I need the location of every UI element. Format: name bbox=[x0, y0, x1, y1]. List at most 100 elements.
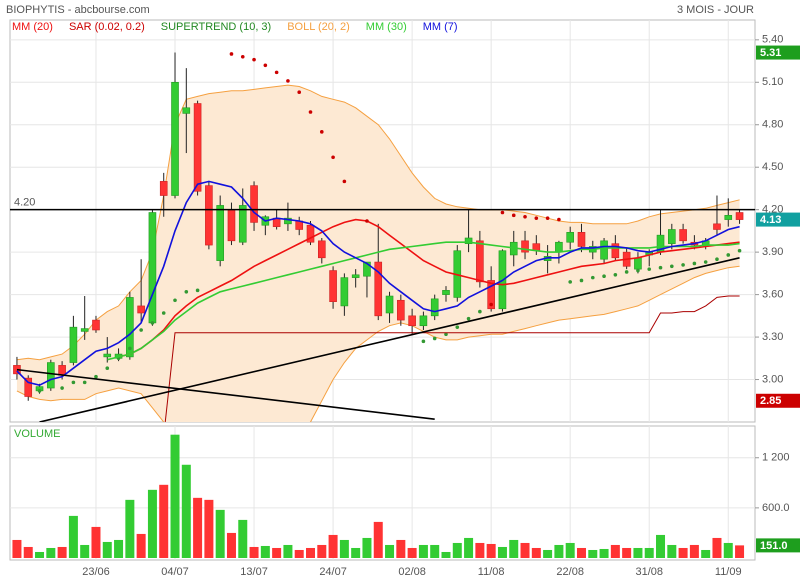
volume-bar bbox=[114, 539, 124, 558]
volume-bar bbox=[170, 434, 180, 558]
axes: 3.00 3.30 3.60 3.90 4.20 4.50 4.80 5.10 5.40 600.… bbox=[12, 21, 800, 578]
volume-bar bbox=[272, 547, 282, 558]
volume-bar bbox=[531, 547, 541, 558]
candle-body bbox=[103, 353, 112, 358]
candle-body bbox=[634, 257, 642, 270]
legend-entry: MM (30) bbox=[366, 21, 407, 33]
volume-bar bbox=[46, 547, 56, 558]
x-tick-label: 23/06 bbox=[82, 566, 110, 578]
candle-body bbox=[47, 362, 55, 389]
volume-bar bbox=[452, 542, 462, 558]
candle-body bbox=[137, 305, 145, 314]
sar-dot bbox=[545, 216, 550, 220]
chart-title: BIOPHYTIS - abcbourse.com bbox=[6, 4, 150, 16]
candle-body bbox=[284, 217, 292, 225]
legend-entry: SAR (0.02, 0.2) bbox=[69, 21, 145, 33]
volume-bar bbox=[407, 547, 417, 558]
sar-dot bbox=[94, 374, 98, 379]
volume-bar bbox=[23, 546, 33, 558]
volume-bar bbox=[328, 534, 338, 558]
sar-dot bbox=[184, 289, 189, 294]
candle-body bbox=[317, 240, 326, 259]
candle-body bbox=[216, 205, 224, 261]
price-marker bbox=[756, 393, 800, 408]
sar-dot bbox=[421, 339, 426, 344]
y-tick-label: 3.90 bbox=[762, 246, 783, 258]
volume-bar bbox=[68, 515, 78, 558]
price-marker-label: 151.0 bbox=[760, 540, 788, 552]
indicator-line bbox=[164, 295, 740, 422]
volume-bar bbox=[520, 542, 530, 558]
y-tick-label: 4.80 bbox=[762, 119, 783, 131]
sar-dot bbox=[60, 386, 64, 390]
candle-body bbox=[566, 232, 574, 243]
sar-dot bbox=[478, 309, 482, 314]
volume-bar bbox=[464, 537, 474, 558]
candle-body bbox=[340, 277, 349, 307]
candle-body bbox=[724, 215, 733, 220]
volume-bar bbox=[622, 547, 632, 558]
volume-bar bbox=[701, 549, 711, 558]
volume-bar bbox=[283, 544, 293, 558]
candle-body bbox=[487, 280, 495, 310]
sar-dot bbox=[602, 274, 606, 279]
volume-bar bbox=[91, 526, 101, 558]
candle-body bbox=[521, 240, 529, 253]
candle-body bbox=[159, 181, 168, 196]
volume-bar bbox=[667, 544, 677, 558]
sar-dot bbox=[252, 57, 256, 62]
y-tick-label: 1 200 bbox=[762, 452, 790, 464]
candle-body bbox=[374, 261, 383, 317]
sar-dot bbox=[590, 275, 595, 280]
volume-bar bbox=[373, 521, 383, 558]
volume-bar bbox=[633, 547, 643, 558]
sar-dot bbox=[150, 321, 155, 325]
sar-dot bbox=[342, 179, 347, 184]
sar-dot bbox=[523, 214, 527, 219]
trend-line bbox=[16, 368, 435, 420]
sar-dot bbox=[579, 278, 584, 283]
volume-bar bbox=[317, 544, 327, 558]
sar-dot bbox=[647, 267, 652, 271]
volume-plot bbox=[12, 434, 745, 558]
candle-body bbox=[555, 241, 563, 253]
indicator-line bbox=[16, 180, 740, 387]
x-tick-label: 04/07 bbox=[161, 566, 189, 578]
sar-dot bbox=[715, 257, 719, 262]
hline-label: 4.20 bbox=[14, 197, 35, 209]
candle-body bbox=[250, 185, 258, 223]
sar-dot bbox=[263, 63, 268, 68]
volume-bar bbox=[362, 537, 372, 558]
sar-dot bbox=[365, 219, 369, 223]
indicator-line bbox=[118, 218, 740, 358]
candle-body bbox=[713, 223, 721, 230]
x-tick-label: 31/08 bbox=[635, 566, 663, 578]
candle-body bbox=[306, 224, 315, 243]
price-marker bbox=[756, 45, 800, 60]
sar-dot bbox=[613, 272, 618, 277]
boll-upper bbox=[16, 84, 740, 361]
sar-dot bbox=[161, 311, 166, 315]
volume-bar bbox=[418, 544, 428, 558]
legend-entry: BOLL (20, 2) bbox=[287, 21, 350, 33]
sar-dot bbox=[624, 270, 629, 274]
volume-bar bbox=[486, 543, 496, 558]
volume-bar bbox=[294, 549, 304, 558]
candle-body bbox=[92, 319, 100, 331]
y-tick-label: 3.30 bbox=[762, 331, 783, 343]
candle-body bbox=[171, 81, 179, 196]
candle-body bbox=[148, 212, 157, 324]
sar-dot bbox=[105, 366, 110, 371]
volume-bar bbox=[599, 548, 609, 558]
sar-dot bbox=[195, 288, 200, 293]
volume-bar bbox=[430, 544, 440, 558]
volume-panel bbox=[9, 425, 756, 561]
sar-dot bbox=[568, 280, 572, 284]
sar-dot bbox=[681, 263, 685, 267]
price-marker bbox=[756, 538, 800, 553]
x-tick-label: 11/08 bbox=[478, 566, 505, 578]
sar-dot bbox=[319, 130, 324, 134]
volume-bar bbox=[35, 551, 45, 558]
candle-body bbox=[397, 299, 405, 321]
volume-bar bbox=[543, 549, 553, 558]
